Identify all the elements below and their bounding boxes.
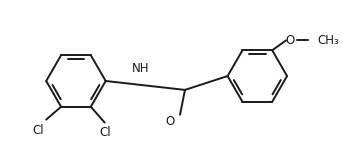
Text: CH₃: CH₃ xyxy=(318,34,340,47)
Text: O: O xyxy=(166,115,175,128)
Text: Cl: Cl xyxy=(32,124,44,137)
Text: O: O xyxy=(285,34,295,47)
Text: Cl: Cl xyxy=(100,126,111,139)
Text: NH: NH xyxy=(132,62,149,75)
